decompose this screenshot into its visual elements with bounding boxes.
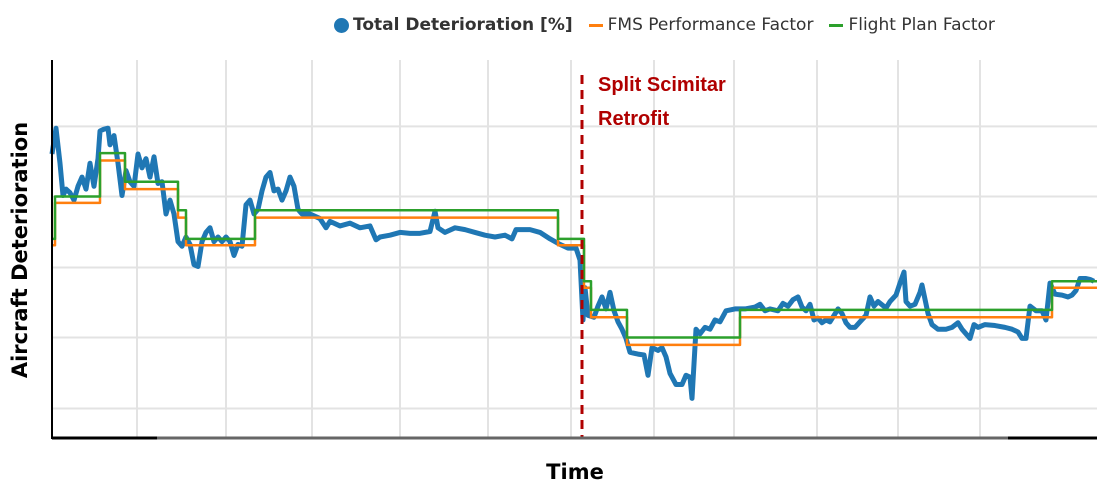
annotation-line-2: Retrofit	[598, 108, 670, 130]
series-line-flight-plan-factor	[52, 151, 1097, 339]
series-line-total-deterioration	[49, 125, 1096, 401]
legend-item-total-deterioration[interactable]: Total Deterioration [%]	[334, 15, 573, 35]
y-axis-label: Aircraft Deterioration	[8, 121, 32, 379]
legend-item-flight-plan[interactable]: Flight Plan Factor	[829, 15, 995, 35]
legend-label: FMS Performance Factor	[607, 15, 814, 35]
series-line-fms-performance-factor	[52, 159, 1097, 347]
legend-label: Total Deterioration [%]	[353, 15, 573, 35]
annotation-line-1: Split Scimitar	[598, 74, 726, 96]
legend-label: Flight Plan Factor	[848, 15, 995, 35]
x-axis-label: Time	[546, 460, 604, 484]
legend-line-icon	[588, 23, 603, 27]
legend-item-fms-performance[interactable]: FMS Performance Factor	[588, 15, 814, 35]
legend-dot-icon	[334, 17, 349, 33]
legend-line-icon	[829, 23, 844, 27]
legend: Total Deterioration [%] FMS Performance …	[334, 15, 1011, 35]
